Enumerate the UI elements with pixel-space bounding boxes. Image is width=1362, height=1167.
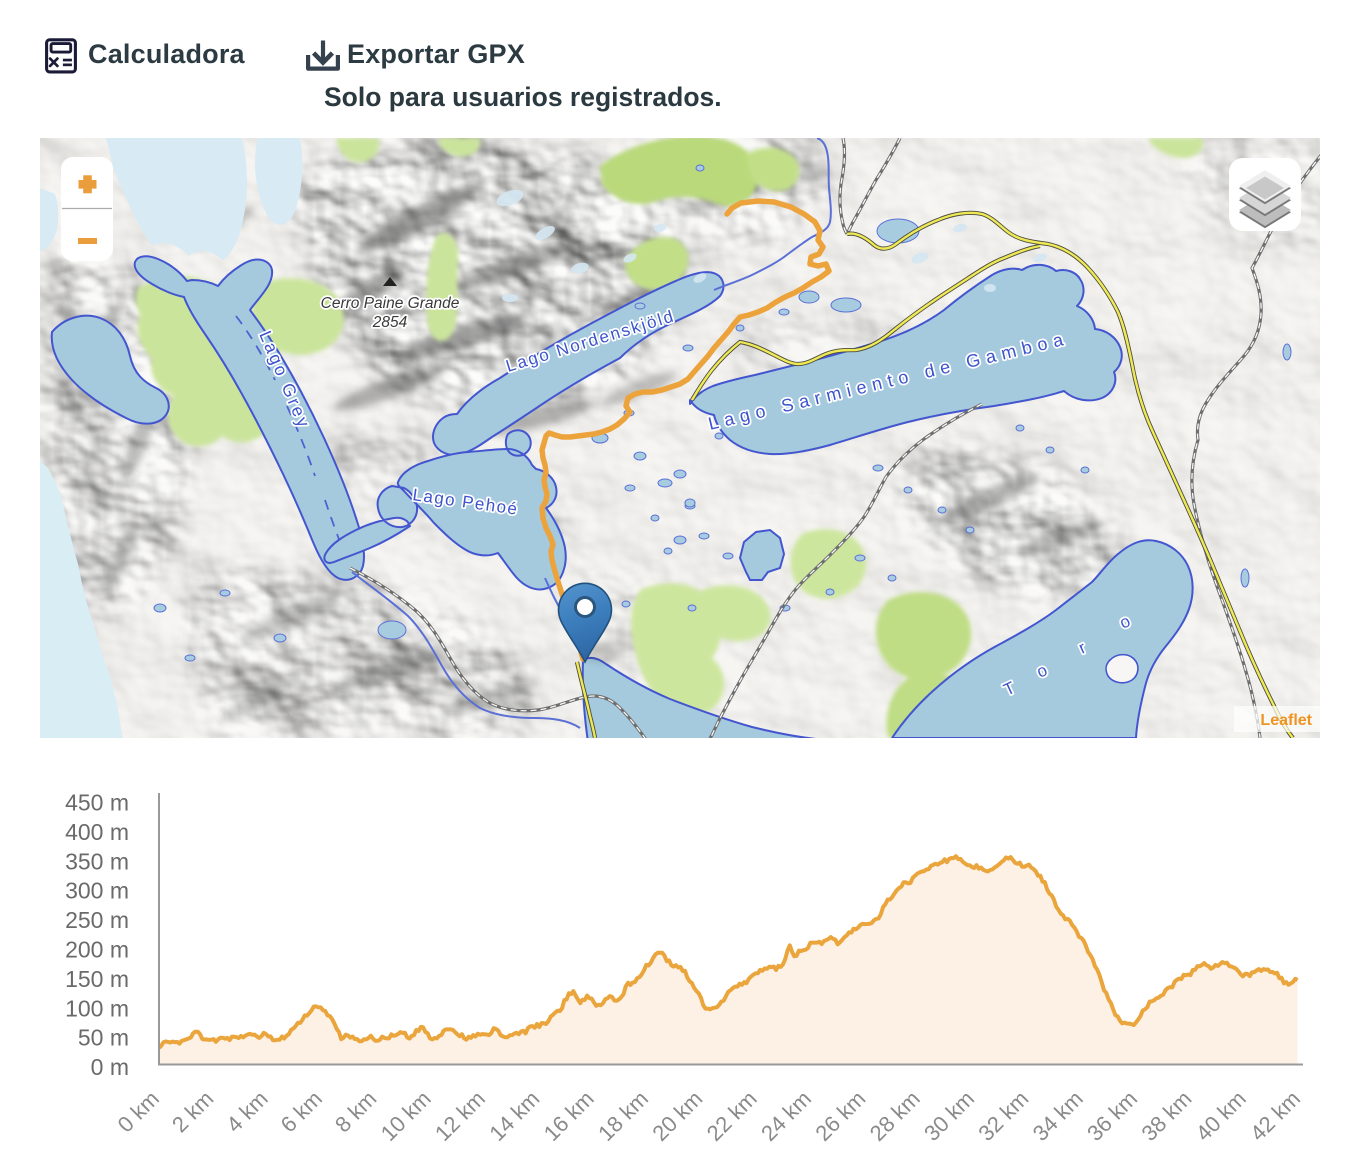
svg-text:Leaflet: Leaflet xyxy=(1260,712,1312,729)
svg-text:32 km: 32 km xyxy=(973,1086,1033,1146)
svg-text:40 km: 40 km xyxy=(1191,1086,1251,1146)
svg-text:10 km: 10 km xyxy=(376,1086,436,1146)
svg-text:4 km: 4 km xyxy=(221,1086,272,1137)
svg-text:6 km: 6 km xyxy=(276,1086,327,1137)
svg-text:0 m: 0 m xyxy=(91,1054,129,1080)
svg-text:200 m: 200 m xyxy=(65,937,129,963)
svg-text:26 km: 26 km xyxy=(810,1086,870,1146)
svg-text:12 km: 12 km xyxy=(430,1086,490,1146)
svg-text:42 km: 42 km xyxy=(1245,1086,1305,1146)
svg-text:8 km: 8 km xyxy=(330,1086,381,1137)
svg-text:28 km: 28 km xyxy=(865,1086,925,1146)
svg-text:300 m: 300 m xyxy=(65,878,129,904)
svg-text:16 km: 16 km xyxy=(539,1086,599,1146)
svg-text:24 km: 24 km xyxy=(756,1086,816,1146)
svg-text:34 km: 34 km xyxy=(1028,1086,1088,1146)
svg-text:2854: 2854 xyxy=(372,314,408,331)
svg-text:30 km: 30 km xyxy=(919,1086,979,1146)
svg-text:14 km: 14 km xyxy=(484,1086,544,1146)
svg-text:2 km: 2 km xyxy=(167,1086,218,1137)
svg-text:50 m: 50 m xyxy=(78,1025,129,1051)
svg-text:22 km: 22 km xyxy=(702,1086,762,1146)
svg-text:Cerro Paine Grande: Cerro Paine Grande xyxy=(321,295,460,312)
svg-text:38 km: 38 km xyxy=(1136,1086,1196,1146)
svg-text:350 m: 350 m xyxy=(65,848,129,874)
svg-text:100 m: 100 m xyxy=(65,995,129,1021)
svg-text:150 m: 150 m xyxy=(65,966,129,992)
svg-text:400 m: 400 m xyxy=(65,819,129,845)
svg-text:250 m: 250 m xyxy=(65,907,129,933)
svg-text:18 km: 18 km xyxy=(593,1086,653,1146)
svg-text:36 km: 36 km xyxy=(1082,1086,1142,1146)
svg-text:450 m: 450 m xyxy=(65,790,129,816)
svg-text:20 km: 20 km xyxy=(647,1086,707,1146)
svg-text:0 km: 0 km xyxy=(113,1086,164,1137)
